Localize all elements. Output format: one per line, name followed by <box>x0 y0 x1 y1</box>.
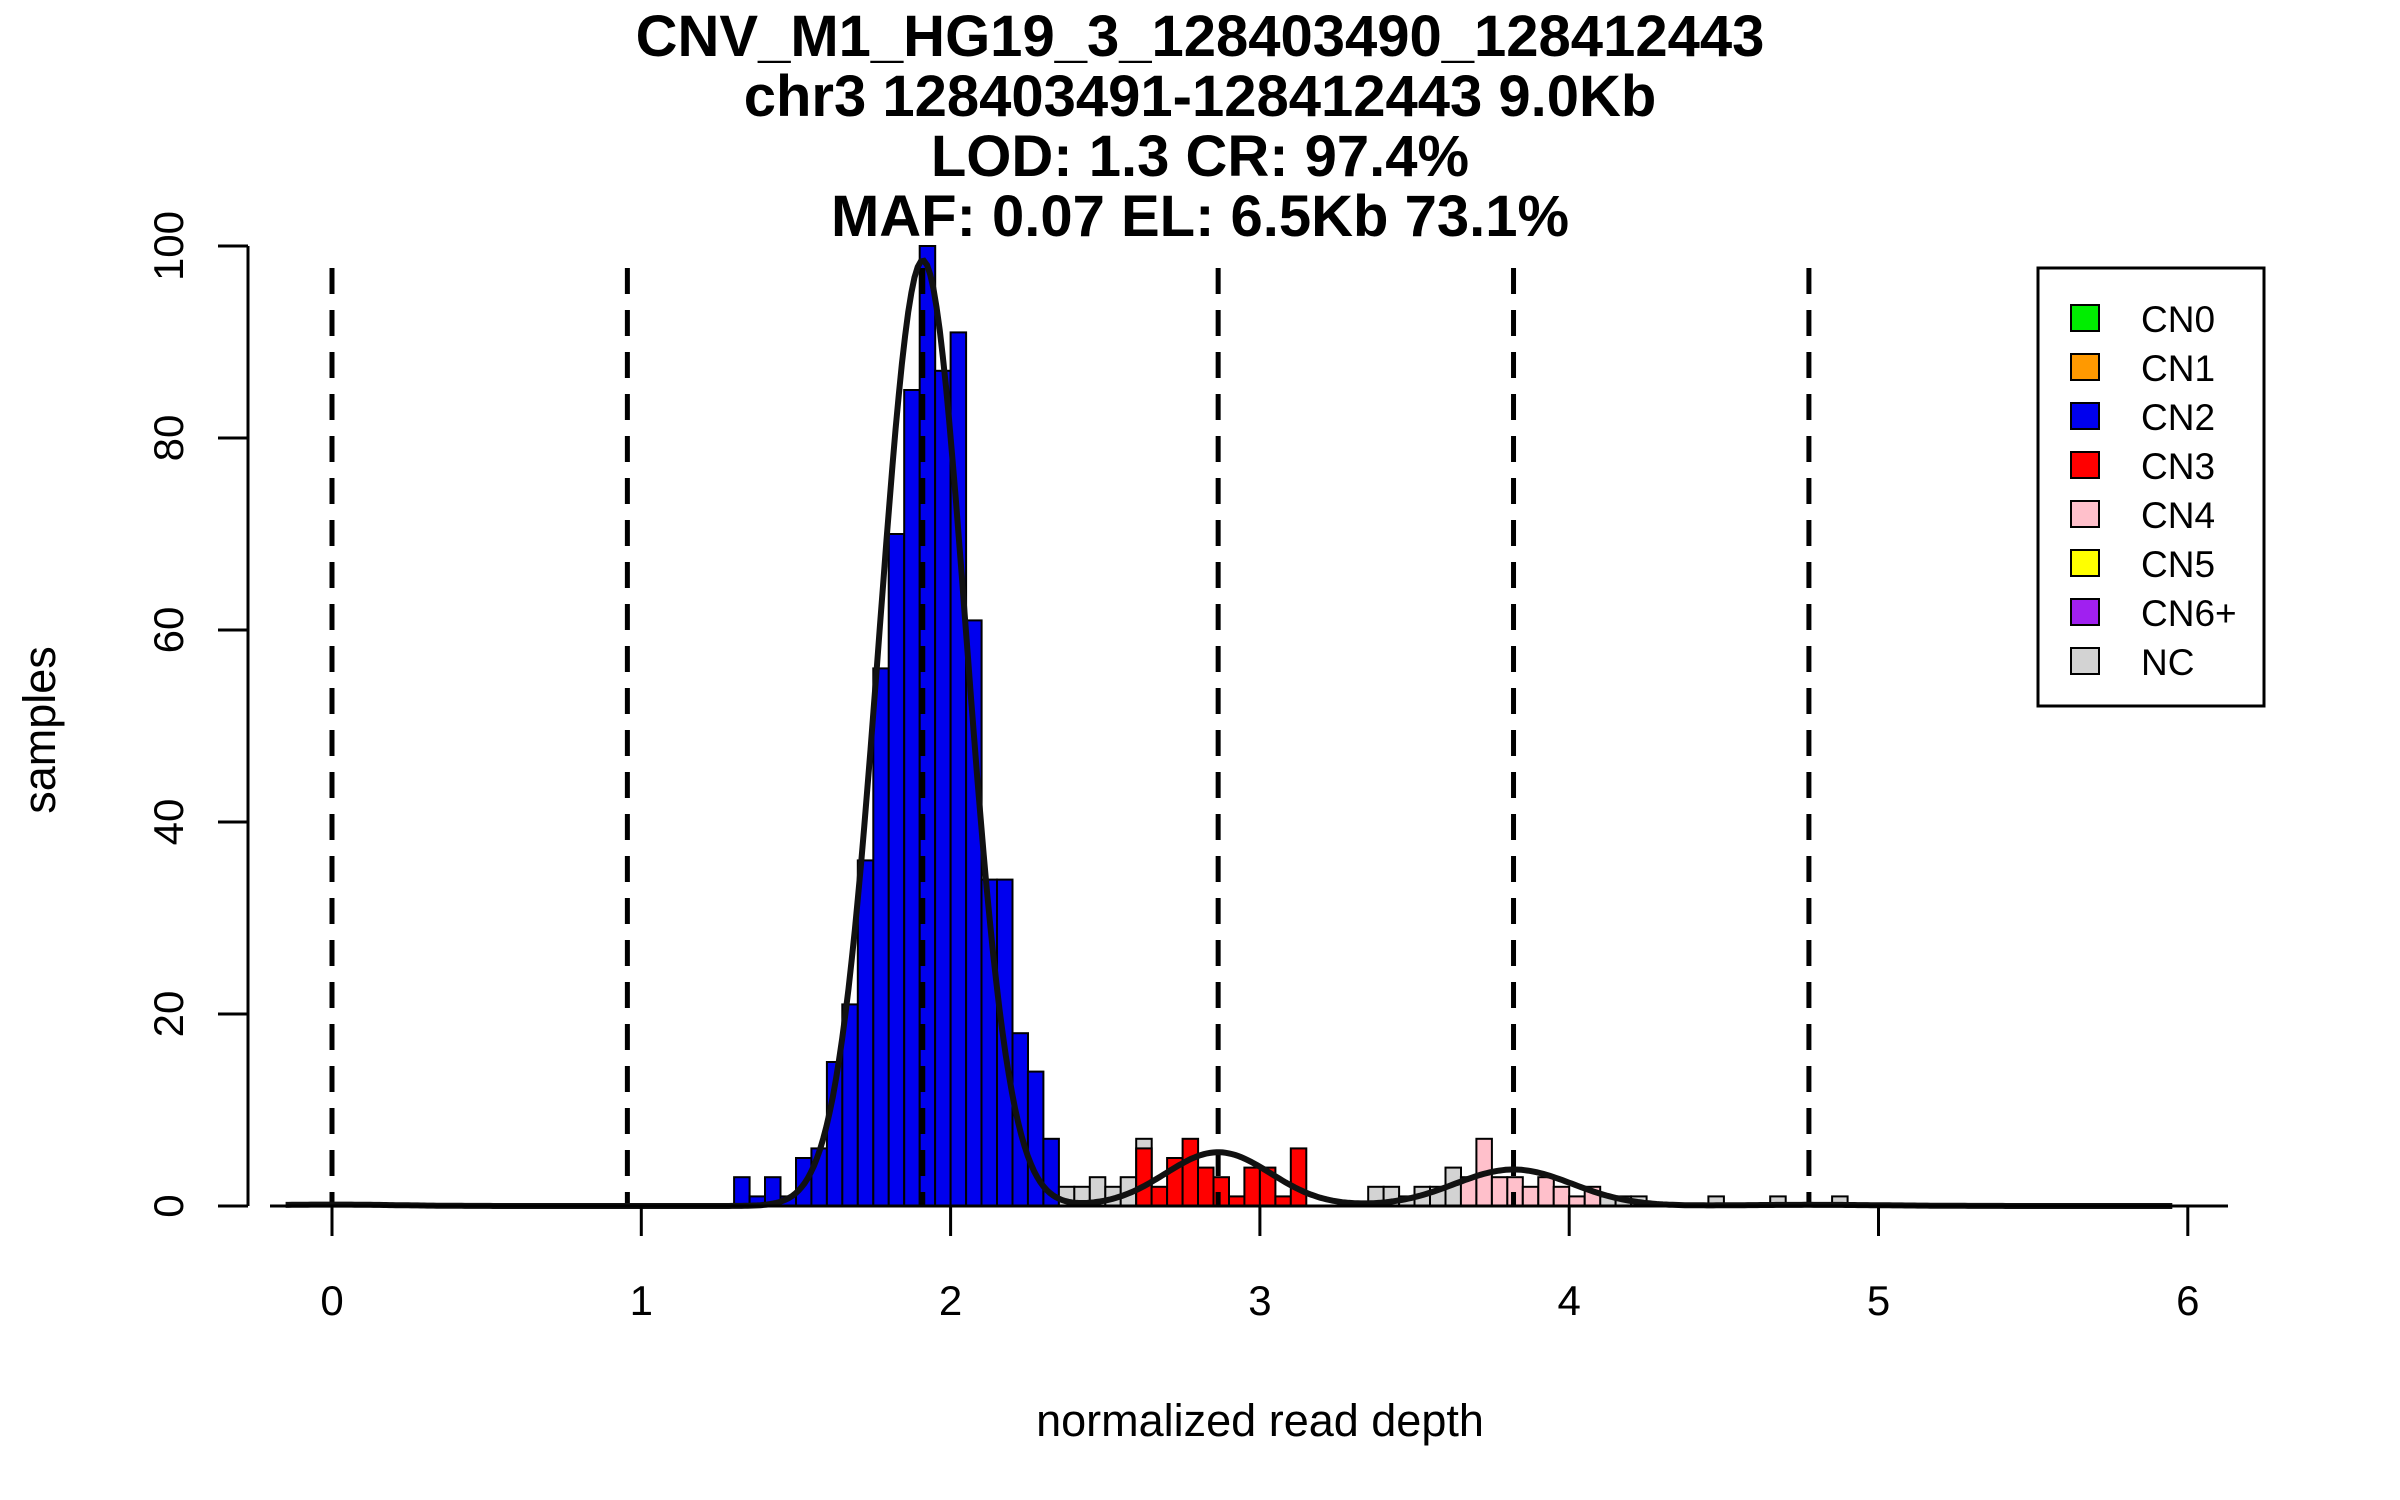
legend-swatch <box>2070 647 2100 675</box>
x-tick-label: 2 <box>939 1277 962 1324</box>
legend-label: NC <box>2141 642 2194 683</box>
histogram-bar-cn4 <box>1537 1176 1555 1207</box>
histogram-bar-cn3 <box>1135 1147 1153 1208</box>
legend-label: CN0 <box>2141 299 2215 340</box>
histogram-bar-cn2 <box>887 533 906 1207</box>
x-tick-label: 6 <box>2176 1277 2199 1324</box>
y-tick-label: 40 <box>145 799 192 846</box>
y-tick-label: 80 <box>145 415 192 462</box>
histogram-bar-cn3 <box>1150 1185 1169 1208</box>
chart-title-line-2: chr3 128403491-128412443 9.0Kb <box>743 64 1657 129</box>
x-tick-label: 5 <box>1867 1277 1890 1324</box>
chart-title-line-3: LOD: 1.3 CR: 97.4% <box>930 124 1470 189</box>
histogram-bar-cn4 <box>1490 1176 1509 1207</box>
histogram-bar-cn3 <box>1243 1166 1261 1207</box>
chart-title-line-4: MAF: 0.07 EL: 6.5Kb 73.1% <box>830 184 1570 249</box>
histogram-bar-cn3 <box>1289 1147 1308 1208</box>
histogram-bars <box>733 245 1849 1208</box>
legend-swatch <box>2070 304 2100 332</box>
histogram-bar-cn2 <box>872 667 890 1207</box>
legend-label: CN2 <box>2141 397 2215 438</box>
x-axis-label: normalized read depth <box>1036 1395 1484 1446</box>
x-tick-label: 3 <box>1248 1277 1271 1324</box>
legend-swatch <box>2070 451 2100 479</box>
histogram-bar-cn2 <box>934 369 952 1207</box>
legend-swatch <box>2070 402 2100 430</box>
legend-box <box>2036 266 2266 708</box>
fit-curve <box>285 257 2173 1209</box>
legend-label: CN3 <box>2141 446 2215 487</box>
y-tick-label: 0 <box>145 1194 192 1217</box>
x-tick-label: 1 <box>630 1277 653 1324</box>
cutoff-lines <box>329 268 1812 1206</box>
histogram-bar-cn3 <box>1197 1166 1215 1207</box>
histogram-bar-cn2 <box>918 245 937 1207</box>
y-tick-label: 20 <box>145 991 192 1038</box>
legend-label: CN1 <box>2141 348 2215 389</box>
legend: CN0 CN1 CN2 CN3 CN4 CN5 CN6+ NC <box>2036 266 2266 708</box>
histogram-bar-cn4 <box>1552 1185 1571 1208</box>
x-tick-label: 4 <box>1558 1277 1581 1324</box>
x-tick-label: 0 <box>320 1277 343 1324</box>
legend-label: CN4 <box>2141 495 2215 536</box>
histogram-bar-cn4 <box>1521 1185 1540 1208</box>
histogram-bar-cn2 <box>903 389 921 1207</box>
y-tick-label: 60 <box>145 607 192 654</box>
legend-label: CN6+ <box>2141 593 2237 634</box>
histogram-bar-cn3 <box>1181 1137 1200 1208</box>
legend-swatch <box>2070 598 2100 626</box>
chart-title-line-1: CNV_M1_HG19_3_128403490_128412443 <box>635 4 1765 69</box>
legend-label: CN5 <box>2141 544 2215 585</box>
fit-curves <box>285 257 2173 1209</box>
legend-swatch <box>2070 549 2100 577</box>
y-axis-label: samples <box>14 646 65 814</box>
legend-swatch <box>2070 353 2100 381</box>
legend-swatch <box>2070 500 2100 528</box>
y-tick-label: 100 <box>145 211 192 281</box>
histogram-bar-cn2 <box>856 859 875 1208</box>
histogram-bar-cn2 <box>733 1176 751 1207</box>
